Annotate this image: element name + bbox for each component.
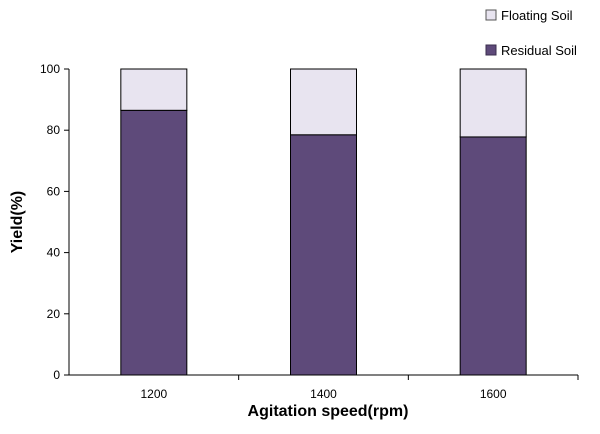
y-tick-label: 40 — [47, 246, 61, 260]
legend-swatch-residual-soil — [485, 44, 497, 56]
y-axis-ticks: 0 20 40 60 80 100 — [40, 62, 69, 382]
bars — [120, 68, 527, 376]
legend-swatch-floating-soil — [485, 9, 497, 21]
y-axis-title: Yield(%) — [9, 191, 26, 254]
legend-label-floating-soil: Floating Soil — [501, 8, 573, 23]
bar-segment-residual-soil-1400 — [290, 134, 357, 376]
bar-segment-floating-soil-1200 — [120, 68, 188, 111]
x-axis-ticks: 1200 1400 1600 — [140, 375, 579, 401]
y-tick-label: 60 — [47, 184, 61, 198]
x-tick-label: 1200 — [140, 387, 167, 401]
bar-segment-residual-soil-1200 — [120, 109, 188, 376]
legend: Floating Soil Residual Soil — [485, 8, 577, 58]
y-tick-label: 0 — [53, 368, 60, 382]
x-tick-label: 1600 — [480, 387, 507, 401]
legend-label-residual-soil: Residual Soil — [501, 43, 577, 58]
y-tick-label: 100 — [40, 62, 60, 76]
y-tick-label: 80 — [47, 123, 61, 137]
bar-segment-floating-soil-1400 — [290, 68, 357, 136]
bar-segment-residual-soil-1600 — [459, 136, 527, 376]
bar-segment-floating-soil-1600 — [459, 68, 527, 138]
x-axis-title: Agitation speed(rpm) — [248, 403, 409, 420]
x-tick-label: 1400 — [310, 387, 337, 401]
y-tick-label: 20 — [47, 307, 61, 321]
